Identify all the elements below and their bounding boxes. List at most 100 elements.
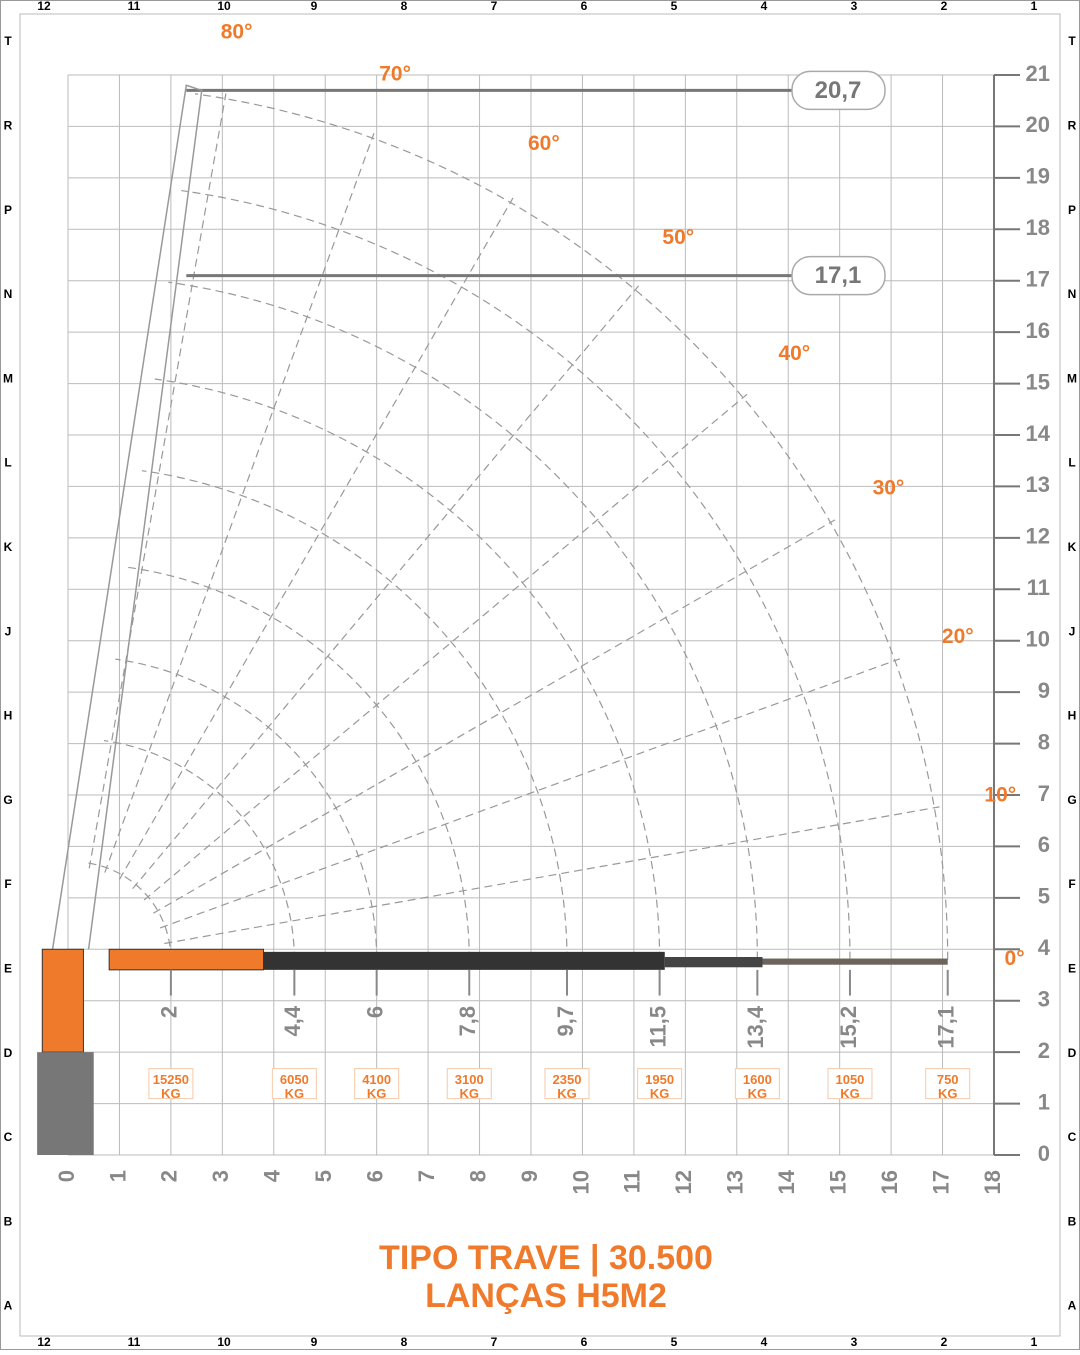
angle-line	[143, 393, 748, 901]
x-tick-label: 7	[414, 1170, 439, 1182]
x-tick-label: 8	[465, 1170, 490, 1182]
row-label: A	[4, 1299, 13, 1313]
row-label: D	[1068, 1046, 1077, 1060]
boom-section	[263, 951, 665, 970]
x-tick-label: 15	[825, 1170, 850, 1194]
angle-line	[118, 197, 514, 880]
y-tick-label: 12	[1026, 524, 1050, 549]
x-tick-label: 14	[774, 1169, 799, 1194]
column-label: 11	[128, 1335, 141, 1349]
reach-label: 13,4	[743, 1005, 768, 1049]
load-box	[271, 1068, 317, 1100]
load-unit: KG	[748, 1086, 768, 1101]
reach-arc	[168, 281, 758, 960]
load-box	[637, 1068, 683, 1100]
angle-label: 40°	[778, 342, 810, 365]
boom-tip	[762, 958, 948, 965]
crane-base	[37, 1052, 94, 1155]
load-box	[354, 1068, 400, 1100]
row-label: B	[1068, 1214, 1077, 1228]
angle-label: 60°	[528, 132, 560, 155]
column-label: 1	[1031, 1335, 1038, 1349]
row-label: N	[1068, 287, 1077, 301]
angle-line	[159, 658, 900, 929]
row-label: K	[1068, 540, 1077, 554]
column-label: 4	[761, 1335, 768, 1349]
x-tick-label: 5	[311, 1170, 336, 1182]
load-unit: KG	[840, 1086, 860, 1101]
reach-label: 7,8	[455, 1006, 480, 1037]
load-value: 1600	[743, 1072, 772, 1087]
row-label: M	[1067, 371, 1077, 385]
x-tick-label: 11	[620, 1170, 645, 1193]
row-label: B	[4, 1214, 13, 1228]
y-tick-label: 13	[1026, 472, 1050, 497]
row-label: C	[1068, 1130, 1077, 1144]
y-tick-label: 2	[1038, 1038, 1050, 1063]
angle-line	[132, 285, 640, 890]
reach-arc	[141, 470, 568, 960]
y-tick-label: 9	[1038, 678, 1050, 703]
load-value: 6050	[280, 1072, 309, 1087]
reach-label: 6	[362, 1006, 387, 1018]
reach-label: 2	[157, 1006, 182, 1018]
load-value: 15250	[153, 1072, 189, 1087]
y-tick-label: 1	[1038, 1089, 1050, 1114]
load-unit: KG	[161, 1086, 181, 1101]
x-tick-label: 6	[362, 1170, 387, 1182]
y-tick-label: 18	[1026, 215, 1050, 240]
column-label: 12	[37, 0, 51, 13]
x-tick-label: 10	[568, 1170, 593, 1194]
load-unit: KG	[650, 1086, 670, 1101]
row-label: D	[4, 1046, 13, 1060]
height-label: 17,1	[815, 262, 862, 289]
reach-arc	[86, 862, 172, 960]
load-unit: KG	[367, 1086, 387, 1101]
angle-label: 20°	[942, 625, 974, 648]
y-tick-label: 6	[1038, 832, 1050, 857]
load-value: 2350	[553, 1072, 582, 1087]
angle-line	[164, 806, 940, 945]
subtitle: LANÇAS H5M2	[425, 1277, 667, 1315]
y-tick-label: 10	[1026, 627, 1050, 652]
reach-arc	[181, 189, 851, 960]
row-label: L	[1068, 456, 1075, 470]
load-unit: KG	[285, 1086, 305, 1101]
load-box	[827, 1068, 873, 1100]
column-label: 2	[941, 0, 948, 13]
y-tick-label: 21	[1026, 61, 1050, 86]
height-box	[791, 70, 886, 111]
column-label: 9	[311, 1335, 318, 1349]
y-tick-label: 4	[1038, 935, 1051, 960]
y-tick-label: 0	[1038, 1141, 1050, 1166]
column-label: 5	[671, 1335, 678, 1349]
reach-label: 15,2	[836, 1006, 861, 1049]
reach-arc	[194, 93, 949, 960]
reach-label: 17,1	[934, 1006, 959, 1049]
row-label: R	[1068, 118, 1077, 132]
angle-label: 0°	[1005, 947, 1025, 970]
column-label: 7	[491, 1335, 498, 1349]
angle-label: 50°	[662, 226, 694, 249]
y-tick-label: 15	[1026, 369, 1050, 394]
column-label: 1	[1031, 0, 1038, 13]
load-unit: KG	[938, 1086, 958, 1101]
column-label: 9	[311, 0, 318, 13]
row-label: F	[1068, 877, 1075, 891]
x-tick-label: 3	[208, 1170, 233, 1182]
angle-label: 10°	[984, 784, 1016, 807]
column-label: 10	[217, 1335, 231, 1349]
reach-label: 11,5	[645, 1006, 670, 1048]
column-label: 3	[851, 0, 858, 13]
y-tick-label: 17	[1026, 267, 1050, 292]
load-box	[446, 1068, 492, 1100]
reach-label: 9,7	[553, 1006, 578, 1037]
row-label: J	[1069, 624, 1076, 638]
load-value: 750	[937, 1072, 959, 1087]
load-value: 4100	[362, 1072, 391, 1087]
column-label: 10	[217, 0, 231, 13]
x-tick-label: 18	[980, 1170, 1005, 1194]
x-tick-label: 16	[877, 1170, 902, 1194]
column-label: 12	[37, 1335, 51, 1349]
